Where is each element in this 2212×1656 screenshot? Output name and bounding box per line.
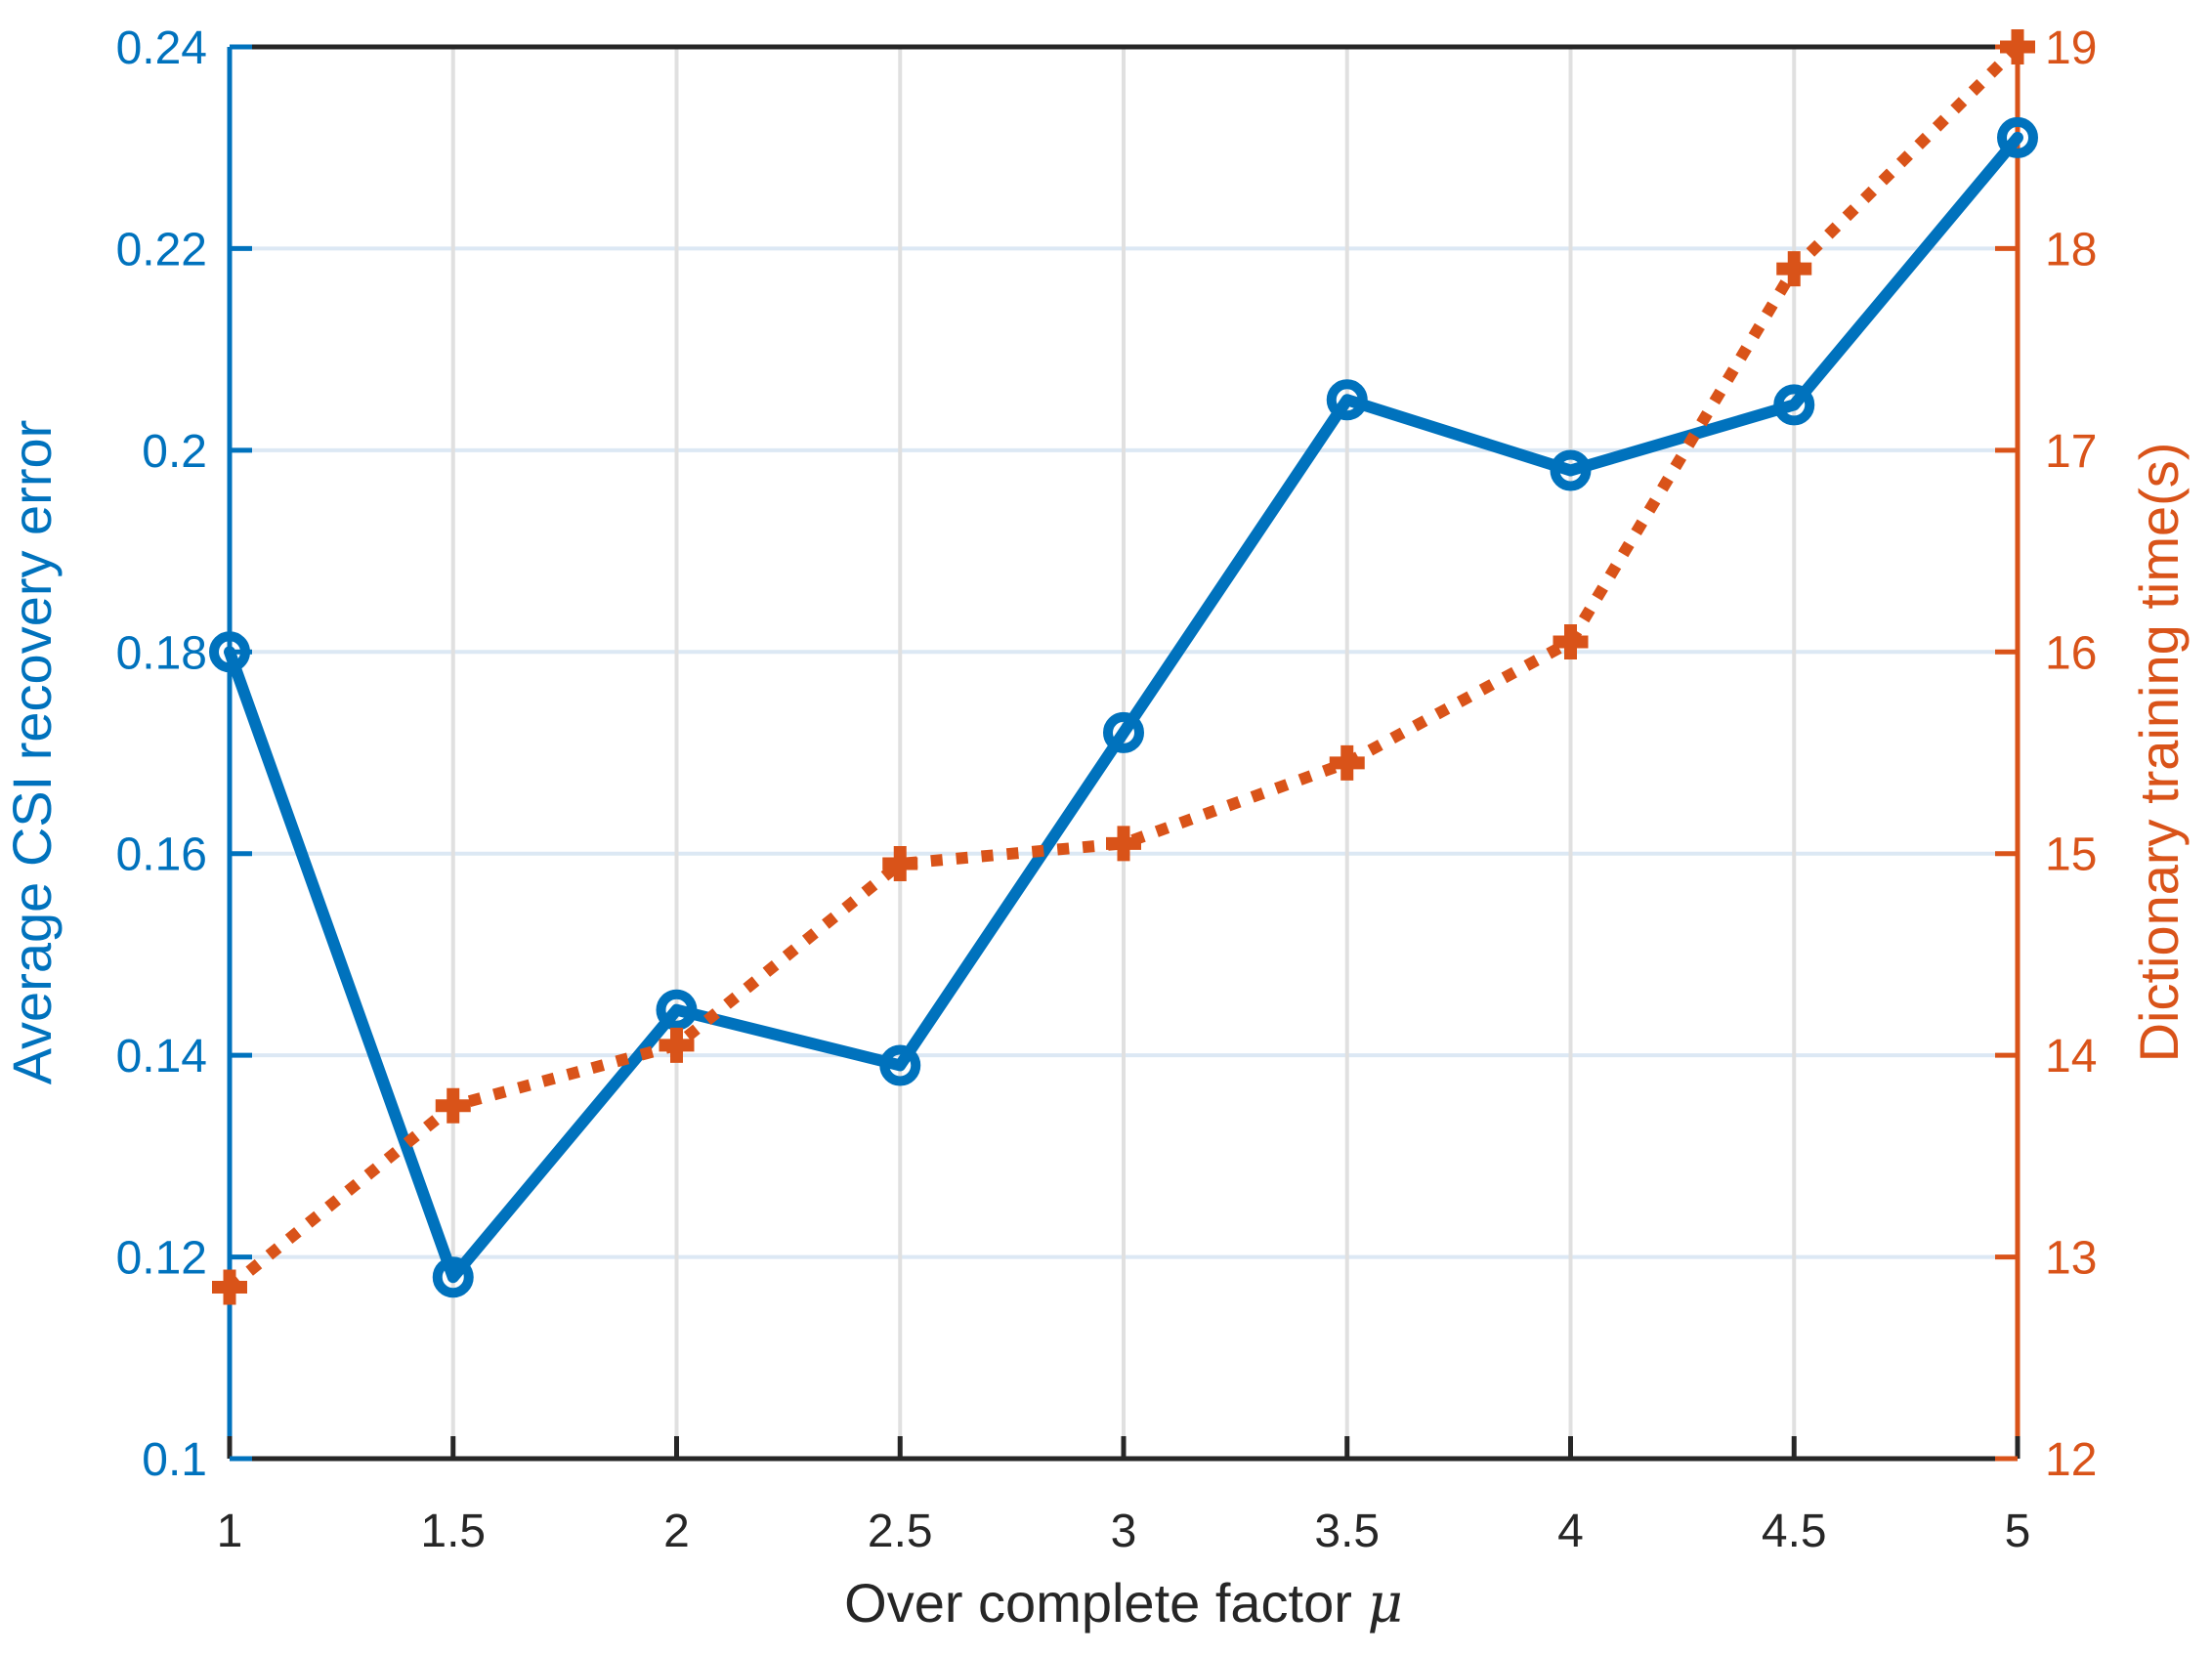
right-y-tick-labels: 12 13 14 15 16 17 18 19 [2045, 22, 2097, 1486]
circle-marker [1997, 116, 2038, 158]
x-axis-label-text: Over complete factor [844, 1572, 1367, 1634]
x-tick-label: 4.5 [1762, 1506, 1827, 1557]
right-y-tick-label: 15 [2045, 829, 2097, 881]
left-y-tick-label: 0.22 [116, 224, 207, 276]
plus-marker [1329, 744, 1365, 781]
circle-marker [1326, 379, 1368, 421]
x-tick-label: 5 [2005, 1506, 2031, 1557]
right-y-axis-label: Dictionary training time(s) [2128, 443, 2190, 1063]
x-tick-labels: 1 1.5 2 2.5 3 3.5 4 4.5 5 [217, 1506, 2031, 1557]
right-y-tick-label: 18 [2045, 224, 2097, 276]
left-y-tick-label: 0.14 [116, 1031, 207, 1083]
right-y-tick-label: 14 [2045, 1031, 2097, 1083]
left-y-axis-label: Average CSI recovery error [1, 420, 63, 1085]
plus-marker [2000, 29, 2035, 64]
left-y-tick-label: 0.1 [142, 1434, 207, 1486]
right-y-tick-label: 13 [2045, 1233, 2097, 1285]
right-y-tick-label: 12 [2045, 1434, 2097, 1486]
training-time-series [212, 29, 2035, 1305]
plus-marker [212, 1269, 247, 1305]
circle-marker [209, 631, 250, 673]
axes-box [227, 44, 2021, 1462]
mu-symbol: μ [1367, 1572, 1402, 1635]
circle-marker [1103, 711, 1144, 753]
left-y-tick-label: 0.18 [116, 627, 207, 679]
csi-error-line [224, 131, 2023, 1284]
x-tick-label: 1 [217, 1506, 243, 1557]
axis-tick-marks [227, 44, 2021, 1462]
circle-marker [879, 1044, 921, 1086]
plus-marker [1776, 251, 1812, 287]
right-y-tick-label: 19 [2045, 22, 2097, 74]
circle-marker [656, 989, 698, 1031]
right-y-tick-label: 17 [2045, 426, 2097, 478]
circle-marker [1773, 384, 1815, 426]
circle-marker [432, 1256, 474, 1298]
x-tick-label: 3.5 [1314, 1506, 1380, 1557]
x-axis-label: Over complete factor μ [844, 1572, 1403, 1635]
plus-marker [1106, 826, 1141, 862]
x-tick-label: 4 [1557, 1506, 1584, 1557]
left-y-tick-label: 0.2 [142, 426, 207, 478]
left-y-tick-label: 0.16 [116, 829, 207, 881]
plus-marker [1553, 623, 1589, 659]
x-tick-label: 2 [663, 1506, 690, 1557]
plus-marker [882, 846, 918, 882]
circle-marker [1550, 449, 1592, 491]
left-y-tick-label: 0.24 [116, 22, 207, 74]
plus-marker [659, 1027, 695, 1063]
plus-marker [435, 1087, 471, 1124]
x-tick-label: 3 [1111, 1506, 1137, 1557]
x-tick-label: 1.5 [420, 1506, 486, 1557]
left-y-tick-label: 0.12 [116, 1233, 207, 1285]
csi-error-series [209, 116, 2038, 1298]
x-tick-label: 2.5 [868, 1506, 933, 1557]
right-y-tick-label: 16 [2045, 627, 2097, 679]
left-y-tick-labels: 0.1 0.12 0.14 0.16 0.18 0.2 0.22 0.24 [116, 22, 207, 1486]
training-time-line [226, 42, 2022, 1293]
